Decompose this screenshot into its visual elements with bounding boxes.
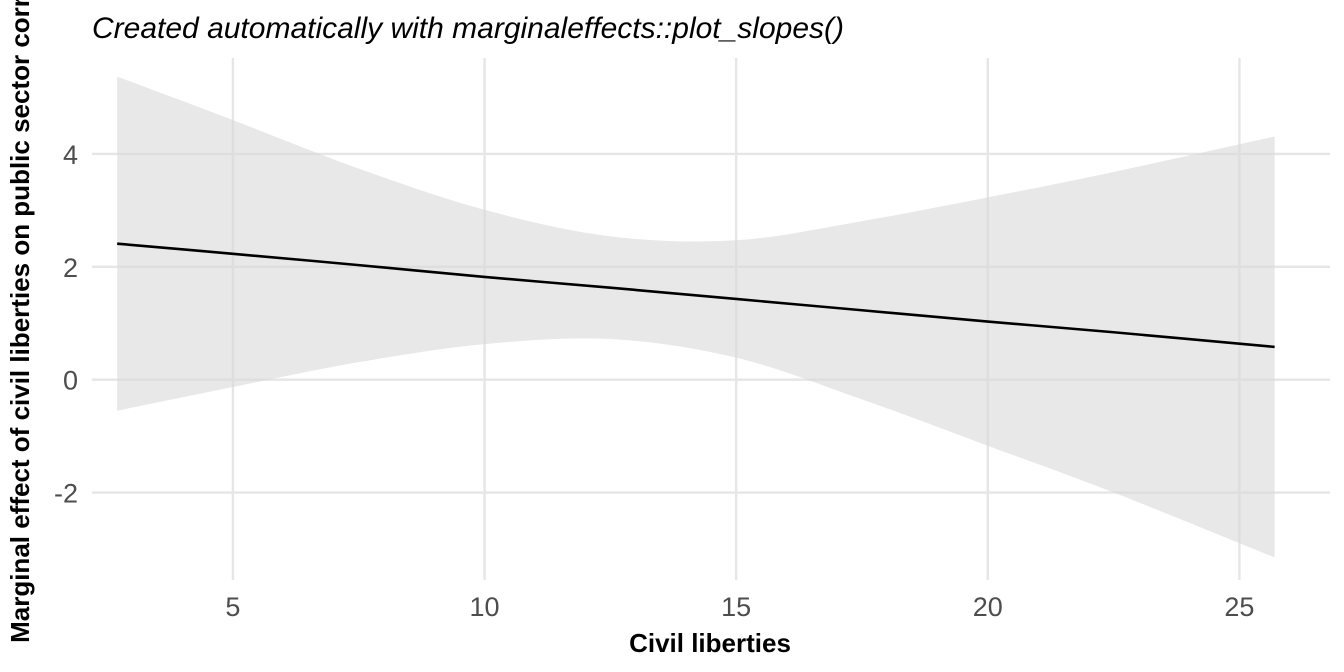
confidence-band-layer [117, 76, 1275, 558]
x-tick-label: 20 [973, 592, 1003, 622]
x-axis-title: Civil liberties [629, 628, 791, 658]
y-tick-label: -2 [54, 479, 78, 509]
x-tick-label: 5 [225, 592, 240, 622]
chart-title: Created automatically with marginaleffec… [92, 12, 844, 45]
estimate-line-layer [117, 242, 1275, 349]
y-tick-label: 0 [63, 366, 78, 396]
confidence-band [117, 76, 1275, 558]
estimate-line [117, 242, 1275, 349]
x-tick-label: 25 [1224, 592, 1254, 622]
tick-labels: 5 10 15 20 25 -2 0 2 4 [54, 140, 1254, 622]
x-tick-label: 15 [721, 592, 751, 622]
x-tick-label: 10 [470, 592, 500, 622]
y-tick-label: 2 [63, 253, 78, 283]
y-axis-title: Marginal effect of civil liberties on pu… [5, 0, 35, 643]
y-tick-label: 4 [63, 140, 78, 170]
